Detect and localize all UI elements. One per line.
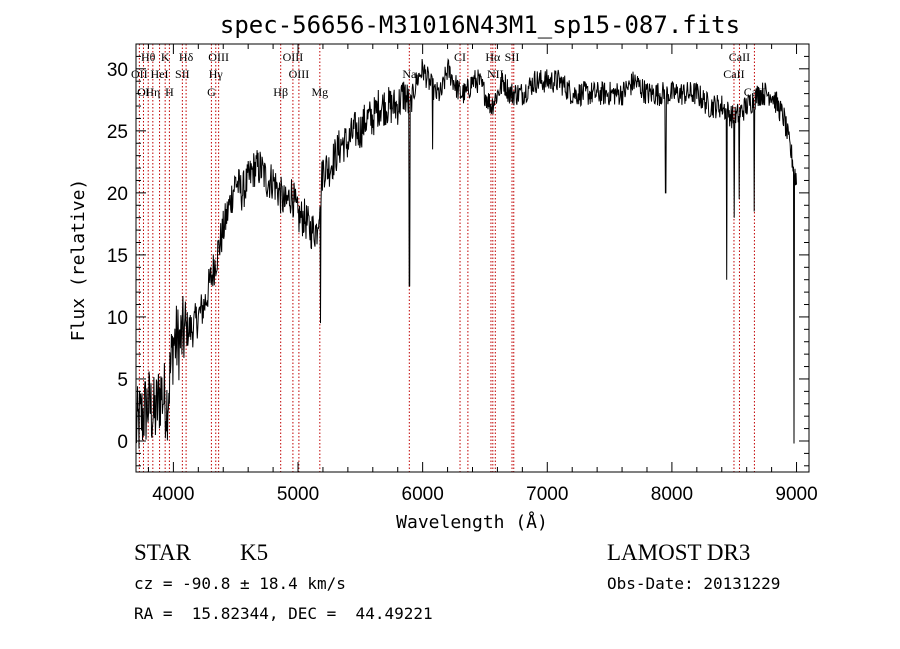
spectral-line-label: OI: [137, 85, 150, 99]
x-tick-label: 4000: [152, 484, 194, 505]
spectral-line-markers: [138, 44, 755, 472]
spectral-line-label: Hδ: [179, 50, 194, 64]
y-tick-label: 5: [117, 370, 128, 391]
x-tick-label: 5000: [277, 484, 319, 505]
spectral-line-label: H: [165, 85, 174, 99]
spectral-line-label: Hα: [485, 50, 501, 64]
axis-ticks: 4000 5000 6000 7000 8000 9000 0 5 10 15 20 25 30: [107, 43, 818, 505]
y-axis-label: Flux (relative): [68, 179, 89, 342]
y-tick-label: 0: [117, 432, 128, 453]
spectral-line-label: SII: [505, 50, 520, 64]
spectral-line-label: Hη: [145, 85, 160, 99]
spectral-line-label: HeI: [151, 67, 169, 81]
spectral-line-label: Hγ: [209, 67, 224, 81]
y-tick-label: 30: [107, 60, 128, 81]
x-tick-label: 9000: [775, 484, 817, 505]
spectral-line-label: Mg: [311, 85, 328, 99]
x-axis-label: Wavelength (Å): [396, 511, 548, 533]
observation-date: Obs-Date: 20131229: [607, 574, 781, 593]
spectral-line-label: CI: [454, 50, 466, 64]
spectral-line-label: Hθ: [141, 50, 156, 64]
redshift-value: cz = -90.8 ± 18.4 km/s: [134, 574, 346, 593]
spectral-line-label: OIII: [289, 67, 310, 81]
x-tick-label: 6000: [402, 484, 444, 505]
spectral-line-label: K: [161, 50, 170, 64]
spectral-line-label: Na: [402, 67, 417, 81]
object-class: STAR: [134, 540, 191, 565]
spectral-line-label: G: [207, 85, 216, 99]
x-tick-label: 7000: [526, 484, 568, 505]
spectrum-chart: spec-56656-M31016N43M1_sp15-087.fits Hθ K…: [68, 11, 818, 533]
spectral-line-label: CaII: [729, 50, 750, 64]
spectral-line-label: NII: [487, 67, 504, 81]
y-tick-label: 25: [107, 122, 128, 143]
spectral-line-label: CaII: [723, 67, 744, 81]
spectral-line-label: OII: [131, 67, 148, 81]
y-tick-label: 10: [107, 308, 128, 329]
y-tick-label: 20: [107, 184, 128, 205]
spectral-line-label: OIII: [283, 50, 304, 64]
spectral-line-label: OIII: [208, 50, 229, 64]
y-tick-label: 15: [107, 246, 128, 267]
spectral-line-labels: Hθ K Hδ OIII OIII CI Hα SII CaII OII HeI SII Hγ OIII N…: [131, 50, 765, 99]
spectral-line-label: SII: [175, 67, 190, 81]
x-tick-label: 8000: [651, 484, 693, 505]
spectrum-series-line: [135, 57, 797, 449]
spectral-line-label: Hβ: [273, 85, 288, 99]
chart-title: spec-56656-M31016N43M1_sp15-087.fits: [220, 11, 740, 39]
survey-name: LAMOST DR3: [607, 540, 751, 565]
object-subclass: K5: [240, 540, 269, 565]
coordinates: RA = 15.82344, DEC = 44.49221: [134, 604, 433, 623]
